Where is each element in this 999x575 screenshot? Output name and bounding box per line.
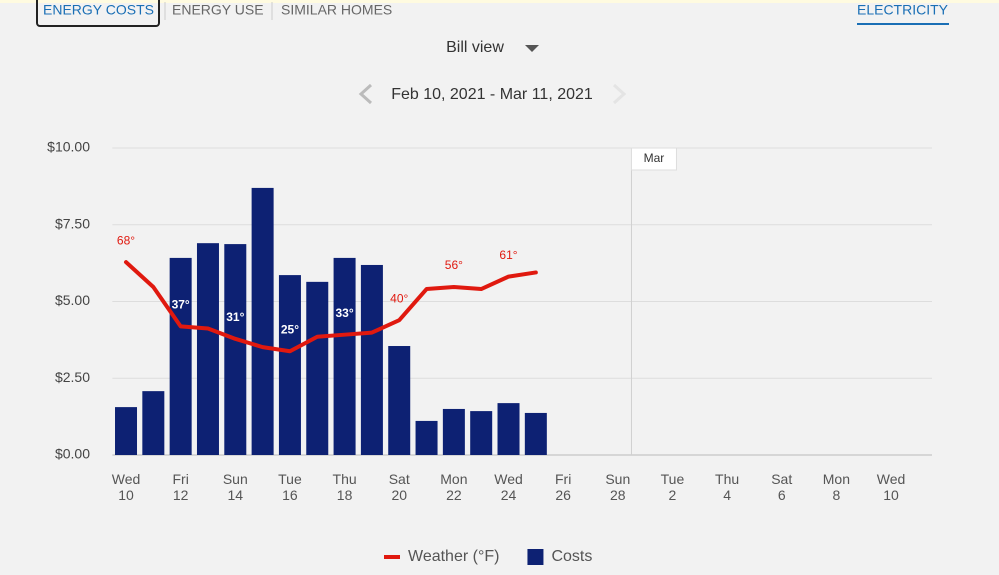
dropdown-arrow[interactable] [525, 45, 539, 52]
bar [497, 403, 520, 455]
legend-label: Weather (°F) [408, 548, 499, 565]
bar [470, 411, 493, 455]
data-label: 31° [226, 310, 244, 324]
x-tick-label: Sun 28 [605, 471, 630, 503]
bar [196, 243, 219, 455]
legend-label: Costs [551, 548, 592, 565]
x-tick-label: Mon 8 [823, 471, 850, 503]
x-tick-label: Sat 6 [771, 471, 792, 503]
x-tick-label: Wed 10 [877, 471, 906, 503]
tab[interactable]: ENERGY COSTS [43, 2, 154, 18]
active-tab-box [36, 0, 160, 27]
y-tick-label: $0.00 [55, 446, 90, 462]
line [124, 260, 538, 354]
month-label-box [630, 147, 677, 171]
x-tick-label: Sat 20 [389, 471, 410, 503]
bar [169, 257, 192, 455]
bar [415, 420, 438, 455]
data-label: 33° [336, 306, 354, 320]
bar [524, 412, 547, 455]
legend-swatch [527, 549, 544, 565]
tab[interactable]: SIMILAR HOMES [281, 2, 392, 18]
month-label: Mar [644, 151, 665, 165]
data-label: 68° [117, 233, 135, 247]
utility-selector[interactable]: ELECTRICITY [857, 2, 949, 18]
bar [360, 264, 383, 455]
bar [224, 244, 247, 455]
bar [278, 275, 301, 455]
x-tick-label: Mon 22 [440, 471, 467, 503]
bar [388, 346, 411, 455]
bar [333, 257, 356, 455]
bar [251, 187, 274, 455]
data-label: 25° [281, 322, 299, 336]
x-tick-label: Tue 2 [661, 471, 685, 503]
y-tick-label: $2.50 [55, 369, 90, 385]
bar [142, 391, 165, 455]
x-tick-label: Tue 16 [278, 471, 302, 503]
bar [306, 281, 329, 455]
y-tick-label: $7.50 [55, 215, 90, 231]
x-tick-label: Thu 18 [333, 471, 357, 503]
data-label: 61° [499, 248, 517, 262]
date-range: Feb 10, 2021 - Mar 11, 2021 [391, 86, 593, 103]
data-label: 56° [445, 258, 463, 272]
data-label: 37° [172, 298, 190, 312]
x-tick-label: Thu 4 [715, 471, 739, 503]
bar [442, 408, 465, 455]
y-tick-label: $10.00 [47, 139, 90, 155]
x-tick-label: Wed 24 [494, 471, 523, 503]
x-tick-label: Wed 10 [112, 471, 141, 503]
view-selector[interactable]: Bill view [446, 39, 504, 56]
bar [115, 407, 138, 455]
x-tick-label: Fri 12 [172, 471, 188, 503]
prev-arrow[interactable] [358, 83, 373, 105]
tab[interactable]: ENERGY USE [172, 2, 264, 18]
data-label: 40° [390, 291, 408, 305]
x-tick-label: Fri 26 [555, 471, 571, 503]
next-arrow[interactable] [612, 83, 627, 105]
y-tick-label: $5.00 [55, 292, 90, 308]
top-strip [0, 0, 999, 3]
x-tick-label: Sun 14 [223, 471, 248, 503]
